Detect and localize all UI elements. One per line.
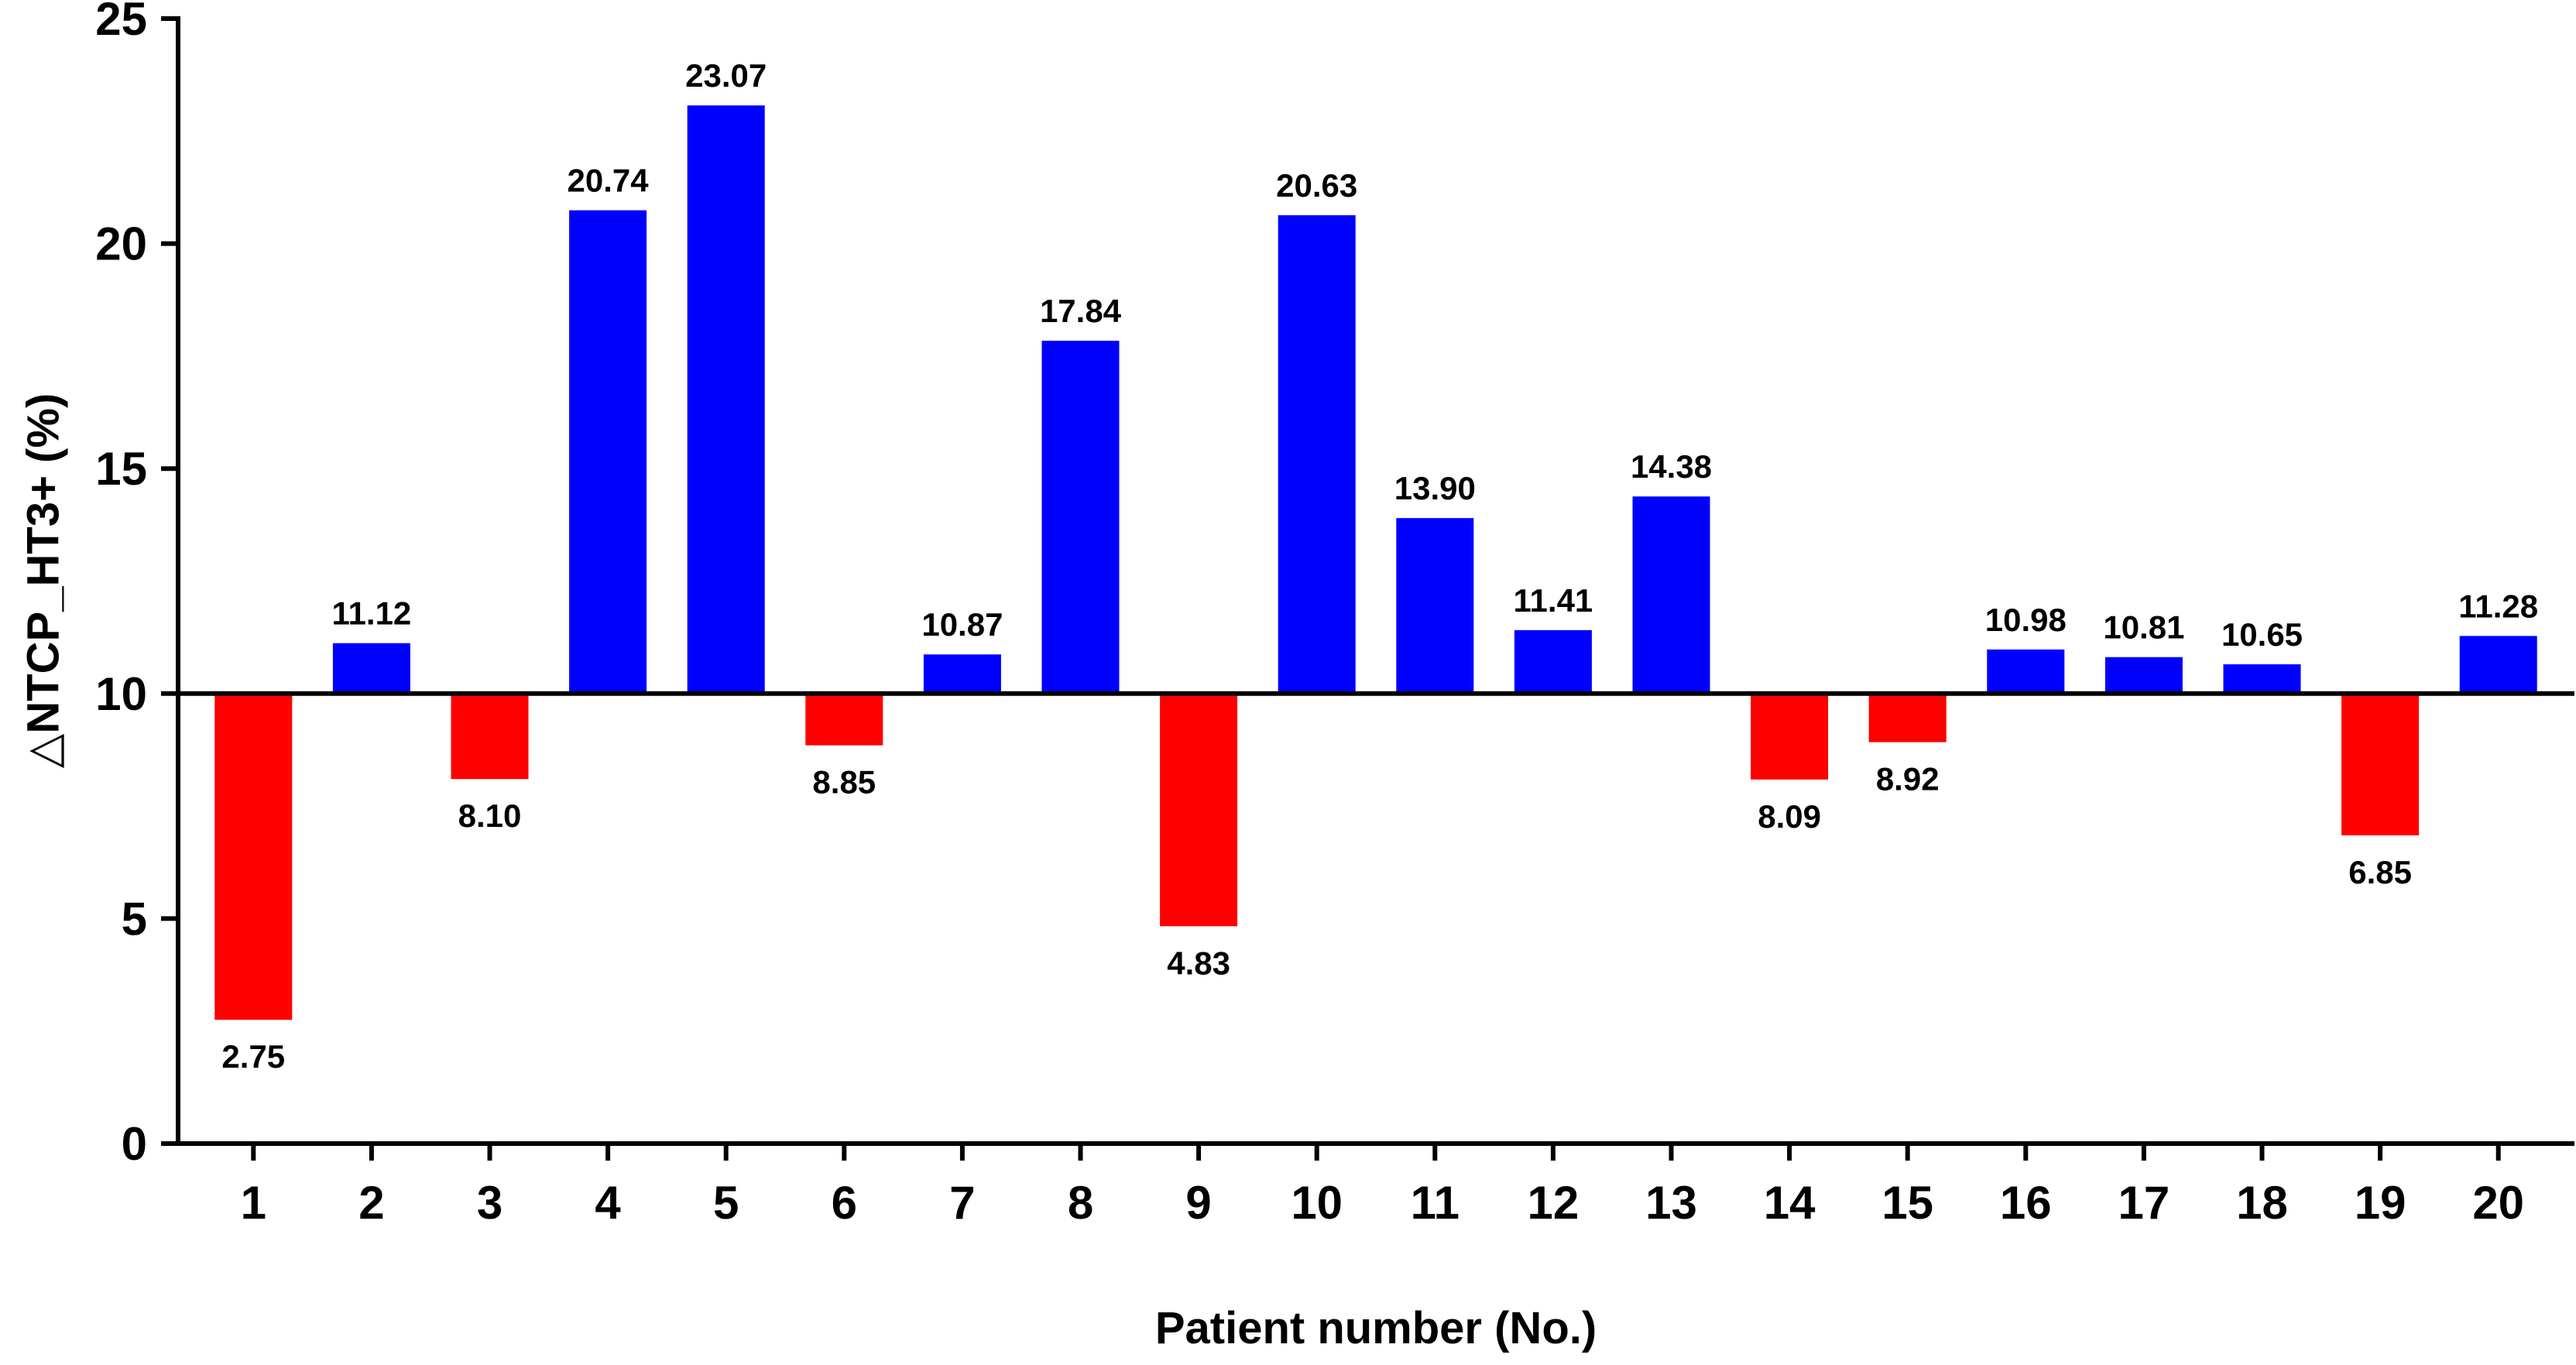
- x-tick-label: 3: [477, 1177, 503, 1229]
- value-label-patient-4: 20.74: [568, 163, 650, 199]
- x-tick-label: 6: [832, 1177, 857, 1229]
- bar-patient-5: [687, 105, 765, 694]
- bar-patient-7: [923, 654, 1001, 694]
- bar-patient-1: [214, 693, 293, 1020]
- bar-patient-20: [2459, 636, 2537, 694]
- x-ticks-group: 1 2 3 4 5 6 7 8 9 10 11 12 13 14 15 16 17 18 19 20: [241, 1144, 2524, 1229]
- value-label-patient-12: 11.41: [1514, 582, 1593, 619]
- bar-patient-9: [1160, 693, 1238, 927]
- bars-group: [214, 105, 2537, 1020]
- bar-patient-19: [2341, 693, 2420, 835]
- value-label-patient-11: 13.90: [1394, 470, 1476, 506]
- value-label-patient-14: 8.09: [1758, 798, 1821, 835]
- bar-patient-11: [1396, 518, 1474, 694]
- x-tick-label: 4: [595, 1177, 621, 1229]
- value-label-patient-15: 8.92: [1876, 761, 1940, 797]
- bar-patient-2: [332, 643, 410, 694]
- y-tick-label: 5: [122, 893, 147, 945]
- value-label-patient-13: 14.38: [1631, 448, 1712, 485]
- x-tick-label: 9: [1185, 1177, 1211, 1229]
- x-tick-label: 12: [1528, 1177, 1580, 1229]
- x-tick-label: 2: [358, 1177, 384, 1229]
- value-label-patient-6: 8.85: [812, 764, 876, 801]
- bar-patient-15: [1868, 693, 1947, 743]
- x-tick-label: 19: [2355, 1177, 2406, 1229]
- x-tick-label: 5: [713, 1177, 739, 1229]
- x-axis-title: Patient number (No.): [1155, 1303, 1597, 1353]
- y-ticks-group: 0 5 10 15 20 25: [95, 0, 178, 1170]
- x-tick-label: 16: [2000, 1177, 2052, 1229]
- x-tick-label: 20: [2472, 1177, 2524, 1229]
- value-label-patient-18: 10.65: [2221, 616, 2303, 653]
- y-tick-label: 10: [95, 668, 147, 720]
- y-tick-label: 0: [122, 1118, 147, 1170]
- y-axis-title: △NTCP_HT3+ (%): [18, 393, 68, 769]
- x-tick-label: 11: [1411, 1177, 1460, 1229]
- x-tick-label: 8: [1068, 1177, 1093, 1229]
- bar-patient-16: [1987, 649, 2065, 694]
- bar-patient-14: [1751, 693, 1829, 780]
- value-label-patient-9: 4.83: [1167, 945, 1230, 981]
- value-label-patient-20: 11.28: [2458, 588, 2538, 624]
- y-tick-label: 20: [95, 218, 147, 270]
- x-tick-label: 13: [1645, 1177, 1697, 1229]
- x-tick-label: 10: [1291, 1177, 1343, 1229]
- value-label-patient-1: 2.75: [221, 1038, 285, 1075]
- bar-patient-3: [451, 693, 529, 780]
- x-tick-label: 18: [2236, 1177, 2288, 1229]
- bar-patient-12: [1514, 629, 1592, 694]
- value-label-patient-7: 10.87: [921, 606, 1003, 643]
- bar-patient-13: [1632, 496, 1710, 694]
- x-tick-label: 7: [949, 1177, 975, 1229]
- x-tick-label: 15: [1881, 1177, 1933, 1229]
- x-tick-label: 17: [2118, 1177, 2170, 1229]
- bar-patient-8: [1041, 341, 1120, 694]
- y-tick-label: 25: [95, 0, 147, 45]
- value-label-patient-16: 10.98: [1985, 602, 2067, 638]
- value-label-patient-2: 11.12: [332, 595, 412, 632]
- y-tick-label: 15: [95, 443, 147, 495]
- value-label-patient-8: 17.84: [1040, 293, 1122, 329]
- bar-patient-10: [1278, 214, 1356, 694]
- value-label-patient-3: 8.10: [458, 797, 522, 834]
- bar-patient-4: [569, 210, 647, 694]
- y-axis-line: [161, 16, 180, 1144]
- bar-patient-6: [805, 693, 883, 746]
- value-label-patient-10: 20.63: [1276, 167, 1357, 204]
- value-label-patient-5: 23.07: [685, 57, 767, 94]
- value-label-patient-19: 6.85: [2348, 854, 2412, 890]
- bar-patient-18: [2223, 664, 2301, 694]
- value-labels-group: 2.75 11.12 8.10 20.74 23.07 8.85 10.87 17.84 4.8…: [221, 57, 2538, 1075]
- x-tick-label: 14: [1764, 1177, 1816, 1229]
- bar-patient-17: [2104, 657, 2183, 694]
- value-label-patient-17: 10.81: [2103, 609, 2184, 646]
- x-tick-label: 1: [241, 1177, 266, 1229]
